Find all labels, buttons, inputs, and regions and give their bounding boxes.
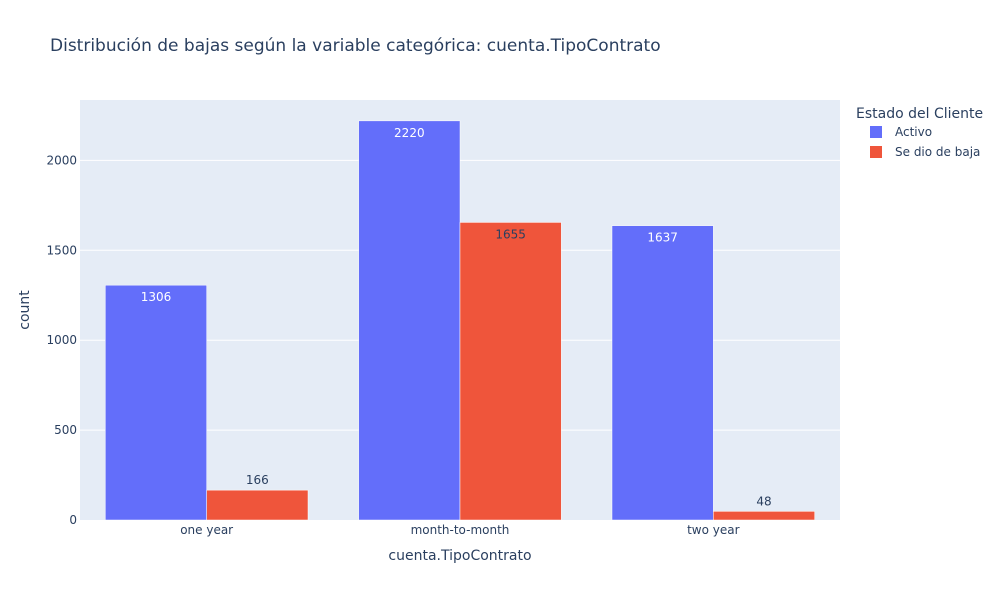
legend-swatch [870, 126, 882, 138]
y-tick-label: 2000 [46, 153, 77, 167]
x-axis-ticks: one year month-to-month two year [180, 523, 739, 537]
bar-labels: 1306 166 2220 1655 1637 48 [141, 126, 772, 509]
bar-value-label: 166 [246, 473, 269, 487]
legend-label: Activo [895, 125, 932, 139]
bar-value-label: 48 [756, 494, 771, 508]
legend-label: Se dio de baja [895, 145, 980, 159]
y-tick-label: 1000 [46, 333, 77, 347]
y-axis-title: count [17, 290, 33, 330]
x-tick-label: one year [180, 523, 233, 537]
legend-item-activo[interactable]: Activo [870, 125, 932, 139]
bar-baja-one-year[interactable] [206, 489, 309, 521]
bar-activo-one-year[interactable] [105, 284, 207, 521]
y-axis-ticks: 0 500 1000 1500 2000 [46, 153, 77, 527]
y-tick-label: 500 [54, 423, 77, 437]
legend-item-baja[interactable]: Se dio de baja [870, 145, 980, 159]
legend[interactable]: Estado del Cliente Activo Se dio de baja [856, 106, 983, 159]
bars [105, 120, 815, 521]
y-tick-label: 0 [69, 513, 77, 527]
bar-baja-two-year[interactable] [713, 511, 815, 521]
y-tick-label: 1500 [46, 243, 77, 257]
bar-baja-month-to-month[interactable] [459, 222, 562, 521]
bar-value-label: 1637 [647, 231, 678, 245]
bar-activo-month-to-month[interactable] [358, 120, 461, 521]
bar-value-label: 1655 [495, 227, 526, 241]
legend-swatch [870, 146, 882, 158]
bar-value-label: 1306 [141, 290, 172, 304]
chart-title: Distribución de bajas según la variable … [50, 36, 661, 56]
legend-items[interactable]: Activo Se dio de baja [870, 125, 980, 159]
bar-activo-two-year[interactable] [611, 225, 714, 521]
x-tick-label: month-to-month [411, 523, 510, 537]
x-tick-label: two year [687, 523, 740, 537]
bar-value-label: 2220 [394, 126, 425, 140]
legend-title: Estado del Cliente [856, 106, 983, 122]
x-axis-title: cuenta.TipoContrato [388, 548, 531, 564]
